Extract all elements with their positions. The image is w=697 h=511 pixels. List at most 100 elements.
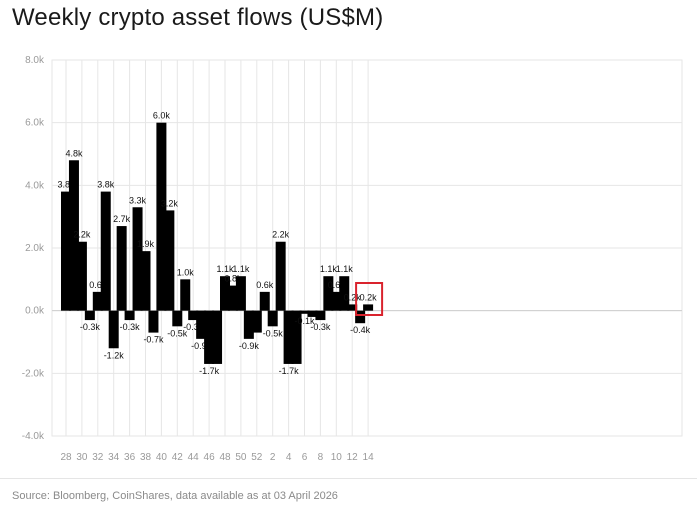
x-tick-label: 4 [286, 452, 292, 463]
footer-divider [0, 478, 697, 479]
data-label: 3.3k [129, 195, 147, 205]
bar [132, 207, 143, 311]
bar [323, 276, 334, 311]
data-label: 1.1k [232, 264, 250, 274]
data-label: 0.6k [256, 280, 274, 290]
bar [76, 241, 87, 311]
data-label: -0.7k [143, 335, 164, 345]
bar [291, 310, 302, 364]
x-tick-label: 52 [251, 452, 263, 463]
bar [84, 310, 95, 321]
bar [235, 276, 246, 311]
bar [267, 310, 278, 327]
bar [275, 241, 286, 311]
bar [331, 291, 342, 311]
data-label: -0.3k [80, 322, 101, 332]
bar [92, 291, 103, 311]
data-label: -0.3k [183, 322, 204, 332]
bar [243, 310, 254, 339]
bar [108, 310, 119, 349]
x-tick-label: 44 [188, 452, 200, 463]
bar [355, 310, 366, 324]
bar [172, 310, 183, 327]
x-tick-label: 12 [347, 452, 359, 463]
x-tick-label: 50 [235, 452, 247, 463]
y-tick-label: 2.0k [25, 243, 45, 254]
bar [339, 276, 350, 311]
bar [164, 210, 175, 311]
data-label: -0.9k [239, 341, 260, 351]
y-tick-label: 8.0k [25, 55, 45, 66]
y-tick-label: 4.0k [25, 180, 45, 191]
data-label: -0.5k [263, 328, 284, 338]
bar [180, 279, 191, 311]
data-label: 3.8k [57, 180, 75, 190]
bar [124, 310, 135, 321]
bar [363, 304, 374, 311]
data-label: 1.0k [177, 267, 195, 277]
x-tick-label: 8 [318, 452, 324, 463]
bar [156, 122, 167, 311]
data-label: -1.2k [104, 350, 125, 360]
bar [148, 310, 159, 333]
bar [61, 191, 71, 311]
data-label: 1.1k [216, 264, 234, 274]
bar [347, 304, 358, 311]
x-tick-label: 38 [140, 452, 152, 463]
data-label: 3.8k [97, 180, 115, 190]
x-tick-label: 10 [331, 452, 343, 463]
data-label: 1.1k [336, 264, 354, 274]
data-label: -0.1k [294, 316, 315, 326]
highlight-box [355, 282, 384, 316]
y-tick-label: -2.0k [22, 368, 45, 379]
x-tick-label: 46 [204, 452, 216, 463]
x-tick-label: 6 [302, 452, 308, 463]
data-label: 2.2k [73, 230, 91, 240]
bar [251, 310, 262, 333]
source-note: Source: Bloomberg, CoinShares, data avai… [12, 490, 338, 502]
bar [100, 191, 111, 311]
data-label: -0.3k [310, 322, 331, 332]
bar [299, 310, 310, 314]
bar [68, 160, 79, 311]
y-tick-label: -4.0k [22, 431, 45, 442]
x-tick-label: 14 [363, 452, 375, 463]
bar [204, 310, 215, 364]
data-label: 0.2k [360, 292, 378, 302]
data-label: -1.7k [279, 366, 300, 376]
x-tick-label: 32 [92, 452, 104, 463]
x-tick-label: 40 [156, 452, 168, 463]
data-label: 2.2k [272, 230, 290, 240]
data-label: 0.6k [89, 280, 107, 290]
data-label: -0.9k [191, 341, 212, 351]
bar [196, 310, 207, 339]
bar [227, 285, 238, 311]
data-label: -0.5k [167, 328, 188, 338]
data-label: 2.7k [113, 214, 131, 224]
data-label: 1.9k [137, 239, 155, 249]
x-tick-label: 30 [76, 452, 88, 463]
bar [283, 310, 294, 364]
x-tick-label: 36 [124, 452, 136, 463]
x-tick-label: 34 [108, 452, 120, 463]
bar [307, 310, 318, 317]
x-tick-label: 28 [60, 452, 72, 463]
data-label: -1.7k [199, 366, 220, 376]
bar [315, 310, 326, 321]
bar [259, 291, 270, 311]
data-label: 1.1k [320, 264, 338, 274]
bar [212, 310, 223, 364]
data-label: -0.3k [120, 322, 141, 332]
x-tick-label: 42 [172, 452, 184, 463]
x-tick-label: 2 [270, 452, 276, 463]
bar [188, 310, 199, 321]
y-tick-label: 6.0k [25, 118, 45, 129]
data-label: 3.2k [161, 198, 179, 208]
bar [116, 226, 127, 311]
data-label: 6.0k [153, 111, 171, 121]
bar [220, 276, 230, 311]
bar [140, 251, 151, 311]
data-label: 0.6k [328, 280, 346, 290]
data-label: 0.2k [344, 292, 362, 302]
